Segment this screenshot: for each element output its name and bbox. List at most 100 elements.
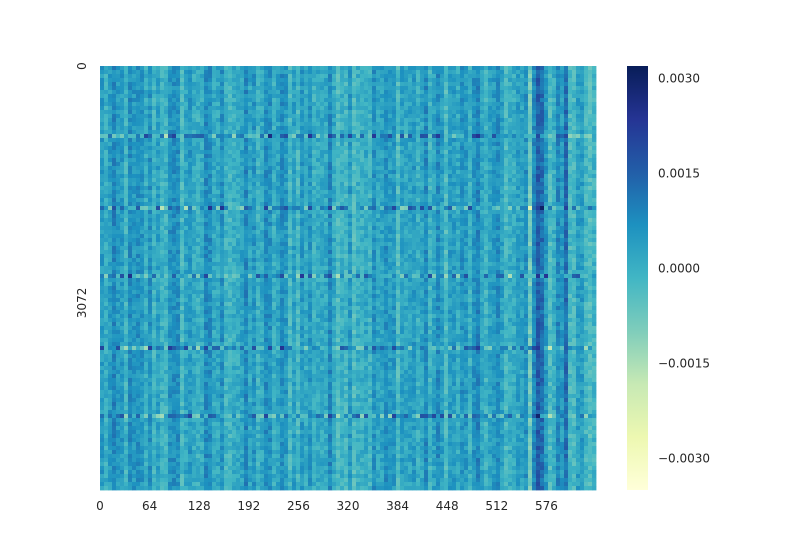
heatmap-cell (476, 74, 481, 79)
heatmap-cell (300, 146, 305, 151)
heatmap-cell (268, 90, 273, 95)
heatmap-cell (520, 202, 525, 207)
heatmap-cell (424, 170, 429, 175)
heatmap-cell (572, 134, 577, 139)
heatmap-cell (196, 218, 201, 223)
heatmap-cell (516, 98, 521, 103)
heatmap-cell (440, 118, 445, 123)
heatmap-cell (104, 202, 109, 207)
heatmap-cell (364, 210, 369, 215)
heatmap-cell (156, 202, 161, 207)
heatmap-cell (464, 154, 469, 159)
heatmap-cell (588, 102, 593, 107)
heatmap-cell (364, 130, 369, 135)
heatmap-cell (488, 126, 493, 131)
heatmap-cell (516, 114, 521, 119)
heatmap-cell (264, 94, 269, 99)
heatmap-cell (456, 98, 461, 103)
heatmap-cell (360, 114, 365, 119)
heatmap-cell (524, 146, 529, 151)
heatmap-cell (140, 70, 145, 75)
heatmap-cell (252, 178, 257, 183)
heatmap-cell (476, 118, 481, 123)
heatmap-cell (360, 154, 365, 159)
heatmap-cell (544, 174, 549, 179)
heatmap-cell (524, 122, 529, 127)
heatmap-cell (344, 134, 349, 139)
heatmap-cell (156, 106, 161, 111)
heatmap-cell (552, 222, 557, 227)
heatmap-cell (300, 78, 305, 83)
heatmap-cell (416, 210, 421, 215)
heatmap-cell (192, 66, 197, 71)
heatmap-cell (456, 118, 461, 123)
heatmap-cell (220, 170, 225, 175)
heatmap-cell (164, 162, 169, 167)
heatmap-cell (248, 70, 253, 75)
heatmap-cell (180, 154, 185, 159)
heatmap-cell (468, 74, 473, 79)
heatmap-cell (460, 78, 465, 83)
heatmap-cell (136, 78, 141, 83)
heatmap-cell (556, 118, 561, 123)
heatmap-cell (300, 202, 305, 207)
heatmap-cell (260, 194, 265, 199)
heatmap-cell (344, 218, 349, 223)
heatmap-cell (112, 158, 117, 163)
heatmap-cell (124, 118, 129, 123)
heatmap-cell (584, 166, 589, 171)
heatmap-cell (440, 134, 445, 139)
heatmap-cell (472, 66, 477, 71)
heatmap-cell (448, 146, 453, 151)
heatmap-cell (504, 110, 509, 115)
heatmap-cell (200, 98, 205, 103)
heatmap-cell (408, 166, 413, 171)
heatmap-cell (220, 198, 225, 203)
heatmap-cell (432, 158, 437, 163)
heatmap-cell (340, 86, 345, 91)
heatmap-cell (228, 162, 233, 167)
heatmap-cell (548, 98, 553, 103)
heatmap-cell (208, 138, 213, 143)
heatmap-cell (184, 214, 189, 219)
heatmap-cell (240, 182, 245, 187)
heatmap-cell (260, 214, 265, 219)
heatmap-cell (448, 94, 453, 99)
heatmap-cell (168, 150, 173, 155)
heatmap-cell (476, 162, 481, 167)
heatmap-cell (296, 222, 301, 227)
heatmap-cell (380, 102, 385, 107)
heatmap-cell (196, 166, 201, 171)
heatmap-cell (108, 106, 113, 111)
heatmap-cell (324, 206, 329, 211)
heatmap-cell (160, 122, 165, 127)
heatmap-cell (196, 186, 201, 191)
heatmap-cell (356, 82, 361, 87)
heatmap-cell (168, 90, 173, 95)
heatmap-cell (496, 210, 501, 215)
heatmap-cell (136, 126, 141, 131)
heatmap-cell (412, 190, 417, 195)
heatmap-cell (532, 102, 537, 107)
heatmap-cell (232, 186, 237, 191)
heatmap-cell (504, 106, 509, 111)
heatmap-cell (572, 154, 577, 159)
heatmap-cell (208, 106, 213, 111)
heatmap-cell (296, 122, 301, 127)
heatmap-cell (260, 106, 265, 111)
heatmap-cell (332, 202, 337, 207)
heatmap-cell (212, 102, 217, 107)
heatmap-cell (112, 226, 117, 231)
heatmap-cell (496, 78, 501, 83)
heatmap-cell (152, 174, 157, 179)
heatmap-cell (336, 170, 341, 175)
heatmap-cell (580, 82, 585, 87)
heatmap-cell (172, 114, 177, 119)
heatmap-cell (392, 206, 397, 211)
heatmap-cell (472, 138, 477, 143)
heatmap-cell (320, 78, 325, 83)
heatmap-cell (448, 222, 453, 227)
heatmap-cell (196, 190, 201, 195)
heatmap-cell (276, 178, 281, 183)
heatmap-cell (576, 74, 581, 79)
